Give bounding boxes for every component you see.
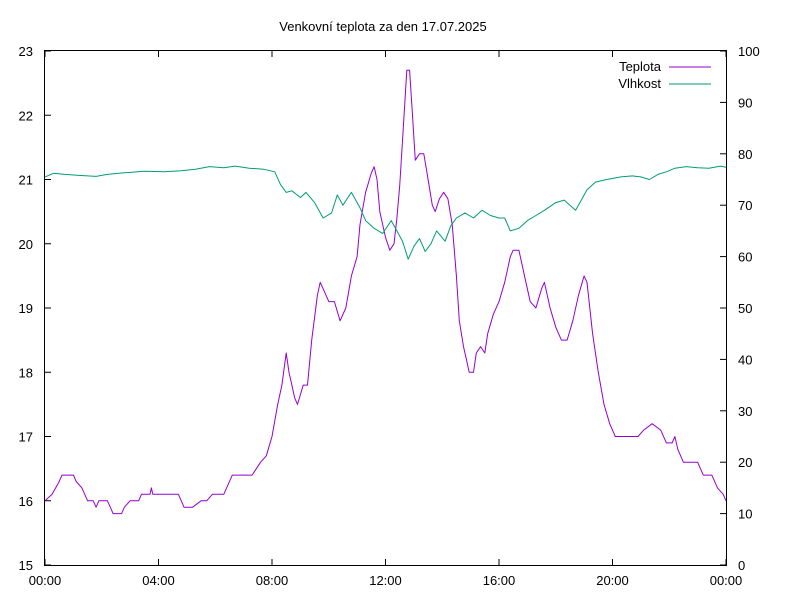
x-tick-label: 04:00	[142, 573, 175, 588]
x-tick-label: 00:00	[29, 573, 62, 588]
y-right-tick-label: 0	[738, 558, 745, 573]
y-right-tick-label: 80	[738, 147, 752, 162]
y-left-tick-label: 22	[19, 108, 33, 123]
y-left-tick-label: 19	[19, 301, 33, 316]
axis-ticks: 00:00 04:00 08:00 12:00 16:00 20:00 00:0015161…	[19, 44, 760, 588]
y-left-tick-label: 18	[19, 365, 33, 380]
y-right-tick-label: 60	[738, 250, 752, 265]
y-left-tick-label: 17	[19, 430, 33, 445]
y-left-tick-label: 23	[19, 44, 33, 59]
series-line-vlhkost	[44, 165, 727, 260]
legend: Teplota Vlhkost	[618, 59, 711, 91]
x-tick-label: 00:00	[710, 573, 743, 588]
legend-label-vlhkost: Vlhkost	[618, 76, 661, 91]
y-right-tick-label: 50	[738, 301, 752, 316]
y-right-tick-label: 30	[738, 404, 752, 419]
y-right-tick-label: 20	[738, 455, 752, 470]
x-tick-label: 20:00	[596, 573, 629, 588]
y-right-tick-label: 70	[738, 198, 752, 213]
y-left-tick-label: 21	[19, 173, 33, 188]
series-line-teplota	[44, 69, 727, 515]
x-tick-label: 08:00	[256, 573, 289, 588]
y-right-tick-label: 100	[738, 44, 760, 59]
y-right-tick-label: 90	[738, 95, 752, 110]
x-tick-label: 16:00	[483, 573, 516, 588]
y-right-tick-label: 40	[738, 352, 752, 367]
x-tick-label: 12:00	[369, 573, 402, 588]
chart-title: Venkovní teplota za den 17.07.2025	[279, 19, 486, 34]
legend-label-teplota: Teplota	[619, 59, 662, 74]
y-left-tick-label: 16	[19, 494, 33, 509]
y-left-tick-label: 20	[19, 237, 33, 252]
plot-area-frame	[44, 50, 727, 566]
y-right-tick-label: 10	[738, 507, 752, 522]
y-left-tick-label: 15	[19, 558, 33, 573]
data-series	[44, 69, 727, 515]
